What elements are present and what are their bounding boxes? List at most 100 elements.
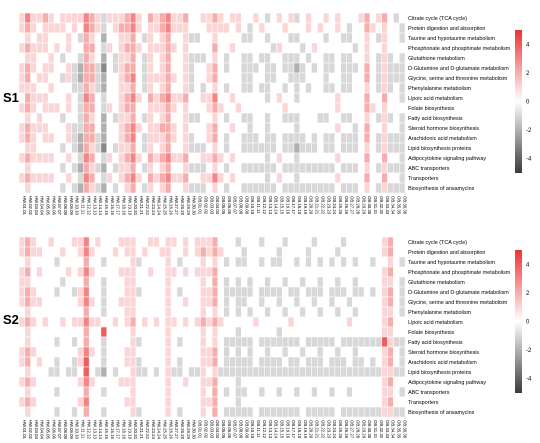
heatmap-cell (258, 172, 265, 184)
heatmap-cell (340, 32, 347, 44)
heatmap-cell (252, 122, 260, 134)
heatmap-cell (340, 172, 347, 184)
heatmap-cell (217, 182, 224, 194)
heatmap-cell (53, 142, 61, 154)
heatmap-cell (42, 276, 49, 288)
heatmap-cell (270, 162, 277, 174)
heatmap-cell (346, 132, 353, 144)
heatmap-cell (106, 306, 113, 318)
heatmap-cell (229, 276, 236, 288)
heatmap-cell (352, 266, 359, 278)
heatmap-cell (340, 162, 347, 174)
column-label: HW.26.26 (168, 420, 173, 439)
heatmap-cell (94, 172, 102, 184)
heatmap-cell (358, 152, 365, 164)
heatmap-cell (229, 246, 236, 258)
heatmap-cell (235, 162, 242, 174)
heatmap-cell (88, 42, 96, 54)
heatmap-cell (83, 12, 90, 24)
heatmap-cell (276, 276, 283, 288)
heatmap-cell (287, 132, 295, 144)
heatmap-cell (71, 346, 78, 358)
heatmap-cell (30, 326, 37, 338)
heatmap-cell (200, 12, 207, 24)
heatmap-cell (83, 92, 90, 104)
heatmap-cell (305, 62, 312, 74)
heatmap-cell (153, 182, 160, 194)
heatmap-cell (18, 386, 26, 398)
heatmap-cell (317, 172, 324, 184)
heatmap-cell (53, 366, 61, 378)
heatmap-cell (135, 52, 143, 64)
heatmap-cell (352, 172, 359, 184)
heatmap-cell (188, 396, 195, 408)
heatmap-cell (299, 92, 306, 104)
heatmap-cell (276, 162, 283, 174)
heatmap-cell (36, 276, 43, 288)
heatmap-cell (88, 336, 96, 348)
heatmap-cell (369, 376, 377, 388)
heatmap-cell (340, 306, 347, 318)
heatmap-cell (170, 172, 178, 184)
column-label: HW.17.17 (116, 420, 121, 439)
column-label: OB.08.08 (239, 420, 244, 439)
heatmap-cell (83, 386, 90, 398)
heatmap-cell (229, 182, 236, 194)
heatmap-cell (217, 72, 224, 84)
heatmap-cell (147, 326, 154, 338)
heatmap-cell (346, 396, 353, 408)
row-label: Taurine and hypotaurine metabolism (408, 260, 495, 266)
heatmap-cell (252, 112, 260, 124)
heatmap-cell (328, 366, 336, 378)
heatmap-cell (194, 296, 201, 308)
row-label: Arachidonic acid metabolism (408, 360, 477, 366)
heatmap-cell (48, 306, 55, 318)
column-label: OB.13.13 (268, 420, 273, 439)
heatmap-cell (282, 172, 289, 184)
heatmap-cell (83, 132, 90, 144)
heatmap-cell (42, 42, 49, 54)
heatmap-cell (153, 62, 160, 74)
heatmap-cell (88, 356, 96, 368)
column-label: OB.30.30 (367, 420, 372, 439)
heatmap-cell (159, 22, 166, 34)
heatmap-cell (106, 32, 113, 44)
heatmap-cell (270, 406, 277, 418)
heatmap-cell (305, 346, 312, 358)
heatmap-cell (258, 336, 265, 348)
heatmap-cell (83, 162, 90, 174)
heatmap-cell (135, 42, 143, 54)
heatmap-cell (65, 306, 72, 318)
heatmap-cell (59, 162, 67, 174)
heatmap-cell (229, 286, 236, 298)
heatmap-cell (229, 366, 236, 378)
panel-label: S1 (3, 90, 19, 105)
heatmap-cell (270, 346, 277, 358)
heatmap-cell (363, 336, 371, 348)
heatmap-cell (340, 236, 347, 248)
heatmap-cell (399, 336, 406, 348)
heatmap-cell (387, 152, 394, 164)
column-label: OB.25.25 (338, 420, 343, 439)
heatmap-cell (334, 266, 341, 278)
heatmap-cell (375, 366, 382, 378)
heatmap-cell (129, 132, 137, 144)
heatmap-cell (18, 236, 26, 248)
heatmap-cell (241, 92, 248, 104)
heatmap-cell (129, 62, 137, 74)
heatmap-cell (246, 266, 254, 278)
heatmap-cell (340, 366, 347, 378)
heatmap-cell (100, 162, 108, 174)
heatmap-cell (322, 286, 330, 298)
heatmap-cell (165, 396, 172, 408)
heatmap-cell (141, 366, 148, 378)
heatmap-cell (77, 12, 84, 24)
heatmap-cell (264, 366, 271, 378)
heatmap-cell (100, 132, 108, 144)
heatmap-cell (48, 62, 55, 74)
heatmap-cell (229, 22, 236, 34)
heatmap-cell (399, 82, 406, 94)
heatmap-cell (311, 356, 318, 368)
row-label: ABC transporters (408, 390, 450, 396)
heatmap-cell (282, 182, 289, 194)
